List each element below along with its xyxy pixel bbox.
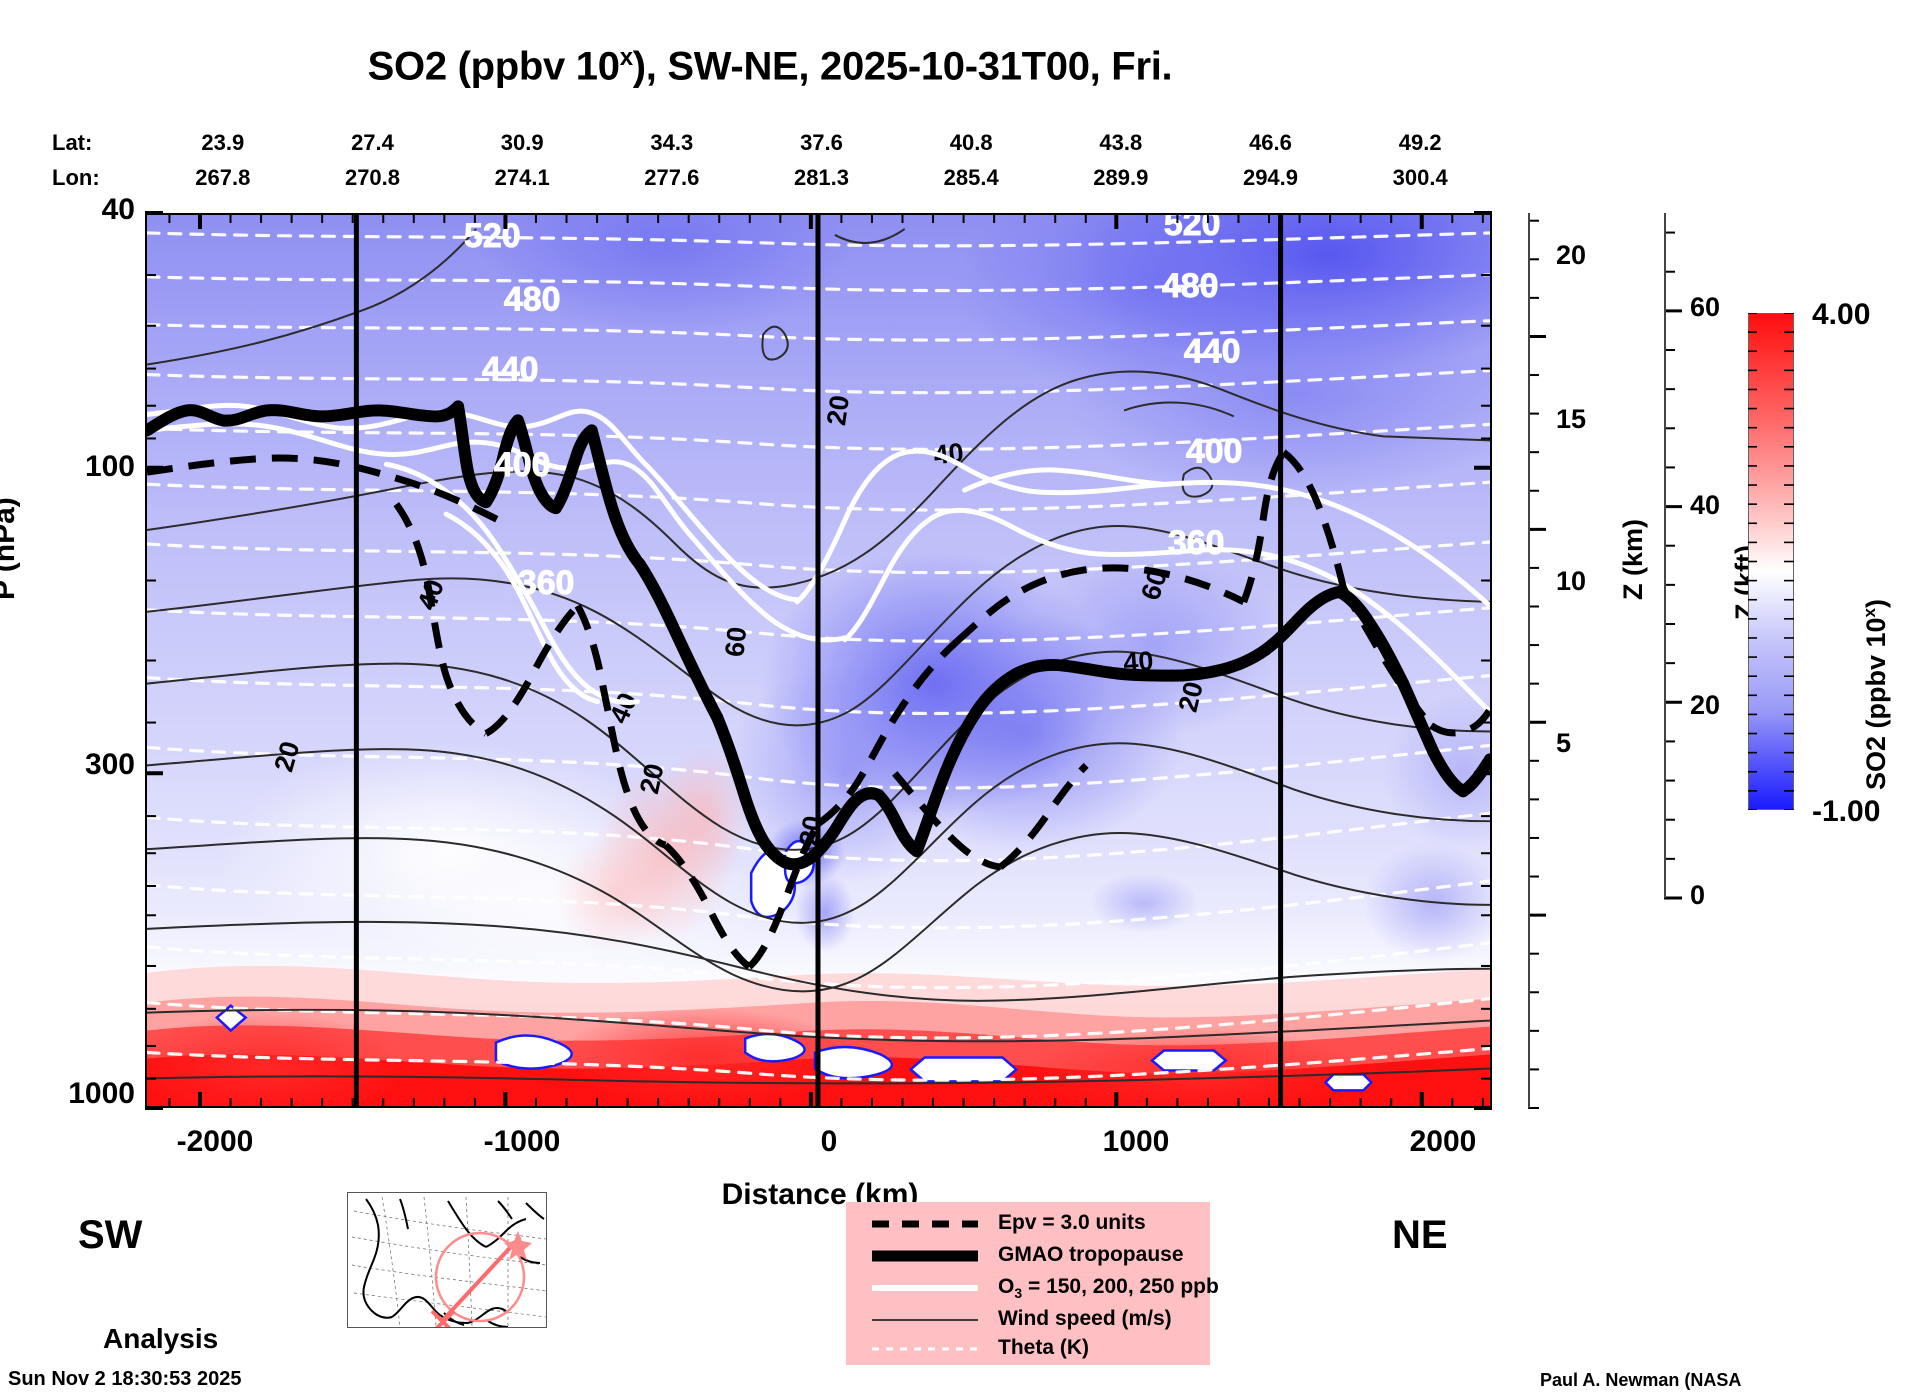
cross-section-plot[interactable]: 20 40 20 40 20 40 60 20 60 40 20 — [145, 213, 1492, 1108]
svg-text:480: 480 — [504, 281, 561, 319]
latitude-value: 23.9 — [201, 130, 245, 155]
colorbar-min-label: -1.00 — [1812, 795, 1881, 828]
svg-text:60: 60 — [719, 625, 752, 658]
latitude-value: 46.6 — [1249, 130, 1292, 155]
legend-row-wind: Wind speed (m/s) — [846, 1304, 1210, 1336]
longitude-value: 294.9 — [1242, 165, 1299, 190]
so2-field: 20 40 20 40 20 40 60 20 60 40 20 — [147, 215, 1490, 1106]
credit-label: Paul A. Newman (NASA — [1540, 1370, 1742, 1390]
latitude-value: 34.3 — [650, 130, 694, 155]
legend-row-epv: Epv = 3.0 units — [846, 1208, 1210, 1240]
svg-text:440: 440 — [482, 351, 539, 389]
latitude-label: Lat: — [52, 130, 93, 155]
colorbar-max-label: 4.00 — [1812, 298, 1871, 331]
x-tick-minus2000: -2000 — [176, 1125, 254, 1158]
legend-label-epv: Epv = 3.0 units — [998, 1211, 1146, 1234]
svg-text:400: 400 — [494, 446, 551, 484]
legend-sample-thin-black — [872, 1319, 978, 1321]
x-tick-2000: 2000 — [1409, 1125, 1477, 1158]
legend-row-theta: Theta (K) — [846, 1333, 1210, 1365]
longitude-label: Lon: — [52, 165, 100, 190]
z-km-axis-title: Z (km) — [1618, 519, 1648, 600]
svg-text:480: 480 — [1162, 267, 1219, 305]
legend-row-tropopause: GMAO tropopause — [846, 1240, 1210, 1272]
longitude-value: 289.9 — [1093, 165, 1149, 190]
latitude-value: 43.8 — [1099, 130, 1143, 155]
legend-sample-thick-black — [872, 1250, 978, 1262]
latitude-value: 40.8 — [949, 130, 993, 155]
legend-label-ozone: O3 = 150, 200, 250 ppb — [998, 1275, 1219, 1302]
inset-map[interactable] — [347, 1192, 547, 1328]
y-tick-40: 40 — [101, 193, 135, 226]
latitude-header-row: Lat: 23.9 27.4 30.9 34.3 37.6 40.8 43.8 46.6 49.2 — [0, 130, 1500, 156]
longitude-value: 300.4 — [1392, 165, 1448, 190]
z-kft-tick-20: 20 — [1690, 690, 1721, 720]
longitude-value: 267.8 — [195, 165, 251, 190]
page-title: SO2 (ppbv 10x), SW-NE, 2025-10-31T00, Fr… — [0, 44, 1540, 89]
z-km-tick-5: 5 — [1556, 728, 1572, 758]
svg-text:520: 520 — [464, 217, 521, 255]
longitude-value: 270.8 — [344, 165, 401, 190]
legend-label-tropopause: GMAO tropopause — [998, 1243, 1184, 1266]
legend-sample-white-line — [872, 1285, 978, 1291]
direction-start-label: SW — [78, 1213, 143, 1257]
z-km-tick-10: 10 — [1556, 566, 1587, 596]
title-main: SO2 (ppbv 10 — [367, 44, 620, 89]
longitude-value: 274.1 — [494, 165, 550, 190]
legend-sample-dashed-black — [872, 1220, 978, 1228]
svg-text:520: 520 — [1164, 215, 1221, 243]
direction-end-label: NE — [1392, 1213, 1448, 1257]
svg-text:20: 20 — [634, 761, 670, 797]
legend-label-theta: Theta (K) — [998, 1336, 1089, 1359]
x-tick-1000: 1000 — [1102, 1125, 1170, 1158]
timestamp-label: Sun Nov 2 18:30:53 2025 — [8, 1368, 242, 1390]
y-axis-title: P (hPa) — [0, 497, 21, 600]
inset-map-svg — [348, 1193, 546, 1327]
colorbar-title: SO2 (ppbv 10x) — [1860, 598, 1891, 790]
legend-label-wind: Wind speed (m/s) — [998, 1307, 1172, 1330]
legend-sample-white-dotted — [872, 1347, 978, 1351]
svg-text:360: 360 — [518, 564, 575, 602]
svg-text:20: 20 — [821, 393, 855, 427]
svg-text:440: 440 — [1184, 333, 1241, 371]
latitude-value: 49.2 — [1398, 130, 1442, 155]
title-superscript: x — [619, 44, 633, 71]
x-tick-minus1000: -1000 — [483, 1125, 561, 1158]
x-tick-zero: 0 — [820, 1125, 838, 1158]
colorbar-ticks — [1748, 313, 1794, 810]
svg-text:400: 400 — [1186, 432, 1243, 470]
legend-box: Epv = 3.0 units GMAO tropopause O3 = 150… — [846, 1202, 1219, 1365]
y-tick-300: 300 — [84, 748, 135, 781]
analysis-label: Analysis — [103, 1323, 219, 1354]
z-kft-tick-40: 40 — [1690, 490, 1721, 520]
z-km-axis-line — [1528, 213, 1530, 1108]
latitude-value: 37.6 — [800, 130, 843, 155]
title-rest: ), SW-NE, 2025-10-31T00, Fri. — [632, 44, 1173, 89]
longitude-value: 281.3 — [793, 165, 850, 190]
z-kft-tick-0: 0 — [1690, 880, 1706, 910]
longitude-header-row: Lon: 267.8 270.8 274.1 277.6 281.3 285.4 289.9 2… — [0, 165, 1500, 191]
z-km-tick-15: 15 — [1556, 404, 1587, 434]
z-km-tick-20: 20 — [1556, 240, 1587, 270]
latitude-value: 30.9 — [500, 130, 544, 155]
y-tick-1000: 1000 — [68, 1077, 135, 1110]
z-kft-tick-60: 60 — [1690, 292, 1721, 322]
y-tick-100: 100 — [84, 450, 135, 483]
longitude-value: 277.6 — [644, 165, 700, 190]
latitude-value: 27.4 — [351, 130, 394, 155]
svg-text:360: 360 — [1168, 524, 1225, 562]
z-kft-axis-line — [1664, 213, 1666, 898]
svg-text:20: 20 — [1173, 679, 1209, 715]
longitude-value: 285.4 — [943, 165, 999, 190]
legend-row-ozone: O3 = 150, 200, 250 ppb — [846, 1272, 1219, 1304]
